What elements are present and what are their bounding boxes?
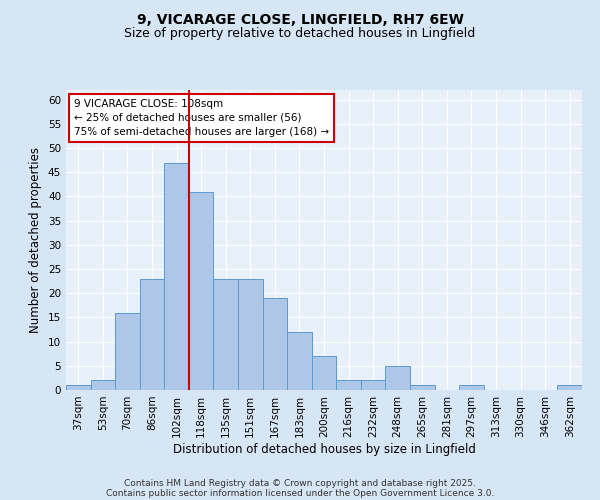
Bar: [66, 385, 91, 390]
Bar: [189, 192, 214, 390]
X-axis label: Distribution of detached houses by size in Lingfield: Distribution of detached houses by size …: [173, 442, 475, 456]
Y-axis label: Number of detached properties: Number of detached properties: [29, 147, 43, 333]
Text: Contains HM Land Registry data © Crown copyright and database right 2025.: Contains HM Land Registry data © Crown c…: [124, 478, 476, 488]
Bar: [140, 278, 164, 390]
Bar: [361, 380, 385, 390]
Bar: [557, 385, 582, 390]
Text: 9 VICARAGE CLOSE: 108sqm
← 25% of detached houses are smaller (56)
75% of semi-d: 9 VICARAGE CLOSE: 108sqm ← 25% of detach…: [74, 99, 329, 137]
Bar: [115, 312, 140, 390]
Text: Size of property relative to detached houses in Lingfield: Size of property relative to detached ho…: [124, 28, 476, 40]
Bar: [459, 385, 484, 390]
Bar: [312, 356, 336, 390]
Bar: [214, 278, 238, 390]
Bar: [238, 278, 263, 390]
Bar: [164, 162, 189, 390]
Text: 9, VICARAGE CLOSE, LINGFIELD, RH7 6EW: 9, VICARAGE CLOSE, LINGFIELD, RH7 6EW: [137, 12, 463, 26]
Bar: [385, 366, 410, 390]
Text: Contains public sector information licensed under the Open Government Licence 3.: Contains public sector information licen…: [106, 488, 494, 498]
Bar: [336, 380, 361, 390]
Bar: [91, 380, 115, 390]
Bar: [287, 332, 312, 390]
Bar: [410, 385, 434, 390]
Bar: [263, 298, 287, 390]
